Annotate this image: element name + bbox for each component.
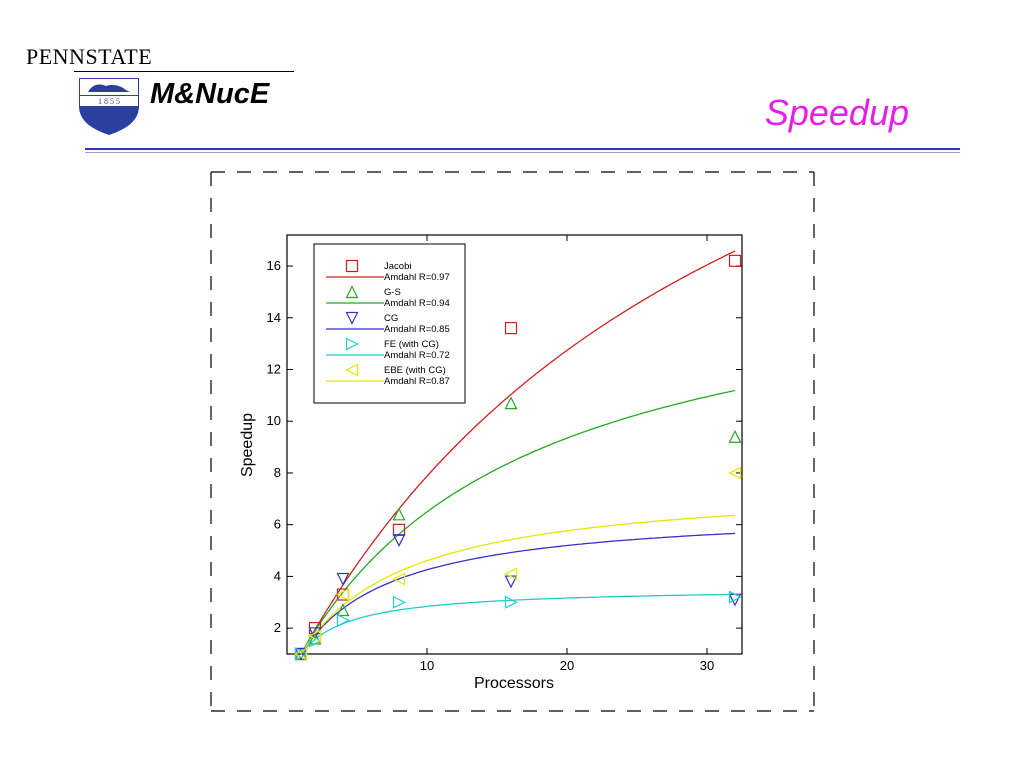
legend-label: Amdahl R=0.87 [384,376,450,387]
point-fe-with-cg- [392,595,406,609]
university-wordmark: PENNSTATE [26,44,153,69]
point-cg [392,534,406,548]
point-ebe-with-cg- [728,466,742,480]
point-cg [336,572,350,586]
legend-label: Amdahl R=0.97 [384,272,450,283]
legend-label: EBE (with CG) [384,365,446,376]
legend-label: Amdahl R=0.85 [384,324,450,335]
point-fe-with-cg- [504,595,518,609]
university-shield-logo: 1 8 5 5 [79,78,139,135]
point-ebe-with-cg- [308,629,322,643]
legend-label: FE (with CG) [384,339,439,350]
department-name: M&NucE [150,78,270,110]
amdahl-curve-094 [300,389,736,655]
plot-area [286,234,743,655]
amdahl-curve-087 [300,514,736,655]
point-ebe-with-cg- [336,588,350,601]
legend-label: Jacobi [384,261,411,272]
point-jacobi [392,523,406,536]
y-tick-label: 4 [274,568,281,583]
slide-title: Speedup [764,92,909,133]
axis-ticks: 10 20 30 2 4 6 8 10 12 14 16 [267,235,742,673]
y-tick-label: 12 [267,361,281,376]
title-rule-primary [85,148,960,150]
legend-label: Amdahl R=0.94 [384,298,450,309]
legend-marker [345,311,359,325]
x-tick-label: 10 [420,658,434,673]
point-cg [294,647,308,661]
x-tick-label: 20 [560,658,574,673]
y-tick-label: 6 [274,517,281,532]
amdahl-curve-097 [300,250,736,655]
legend-marker [345,337,359,351]
x-axis-label: Processors [474,675,554,692]
legend-label: Amdahl R=0.72 [384,350,450,361]
y-axis-label: Speedup [239,413,256,477]
y-tick-label: 14 [267,310,281,325]
y-tick-label: 16 [267,258,281,273]
legend-marker [345,285,359,299]
chart-frame [210,171,815,712]
amdahl-curve-085 [300,532,736,655]
legend-marker [345,259,359,273]
amdahl-curve-072 [300,593,735,655]
point-cg [308,627,322,641]
legend-marker [345,363,359,377]
legend-label: CG [384,313,398,324]
y-tick-label: 10 [267,413,281,428]
seal-year: 1 8 5 5 [98,97,120,106]
legend-box [313,243,466,404]
point-ebe-with-cg- [504,567,518,581]
point-jacobi [728,254,742,267]
y-tick-label: 2 [274,620,281,635]
point-jacobi [504,322,518,335]
point-cg [504,575,518,589]
wordmark-rule [74,71,294,72]
point-g-s [336,603,350,617]
point-ebe-with-cg- [294,647,308,661]
point-g-s [728,429,742,443]
point-g-s [504,396,518,410]
title-rule-secondary [85,152,960,153]
legend-label: G-S [384,287,401,298]
y-tick-label: 8 [274,465,281,480]
data-markers [294,254,742,661]
point-ebe-with-cg- [392,572,406,586]
point-fe-with-cg- [728,590,742,604]
x-tick-label: 30 [700,658,714,673]
amdahl-curves [300,250,736,655]
point-fe-with-cg- [336,613,350,627]
point-g-s [392,507,406,521]
